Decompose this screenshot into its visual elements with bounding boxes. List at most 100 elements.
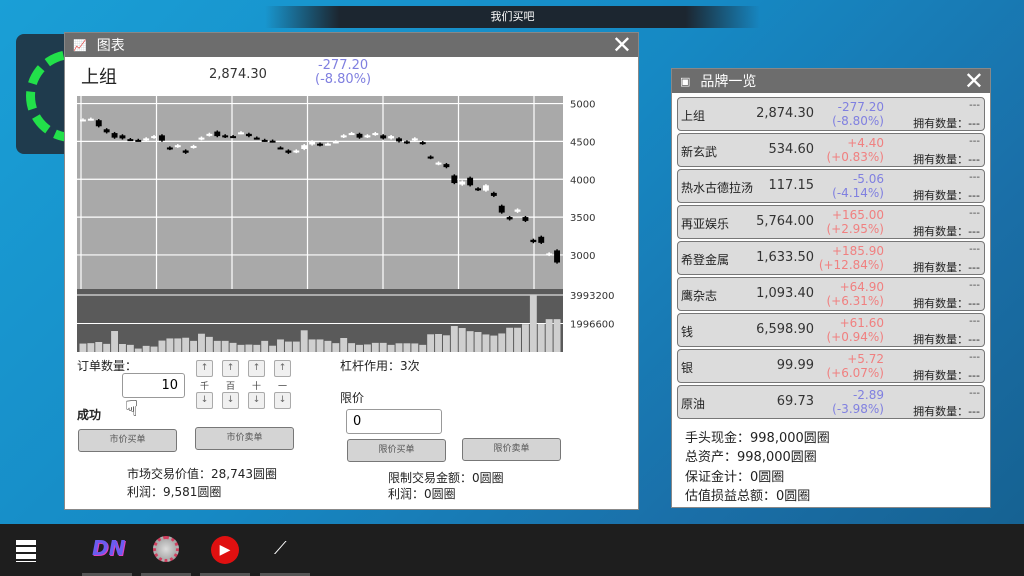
volume-bar <box>229 342 237 352</box>
limit-price-input[interactable]: 0 <box>346 409 442 434</box>
stock-row[interactable]: 再亚娱乐 5,764.00 +165.00 (+2.95%) --- 拥有数量：-… <box>677 205 985 239</box>
volume-bar <box>292 341 300 352</box>
volume-bar <box>79 343 87 352</box>
candle-body <box>135 139 142 142</box>
stock-row[interactable]: 希登金属 1,633.50 +185.90 (+12.84%) --- 拥有数量：… <box>677 241 985 275</box>
stock-chart-icon[interactable]: ⟋ <box>260 534 310 576</box>
change-value: +61.60 <box>839 316 884 330</box>
volume-bar <box>395 343 403 352</box>
owned-top: --- <box>969 316 980 327</box>
play-video-icon[interactable]: ▶ <box>200 534 250 576</box>
stock-row[interactable]: 钱 6,598.90 +61.60 (+0.94%) --- 拥有数量：--- <box>677 313 985 347</box>
change-value: +165.00 <box>831 208 884 222</box>
volume-bar <box>553 319 561 352</box>
gear-app-icon[interactable] <box>141 534 191 576</box>
stock-list-window: ▣ 品牌一览 ✕ 上组 2,874.30 -277.20 (-8.80%) ---… <box>671 68 991 508</box>
volume-bar <box>237 344 245 352</box>
increment-button[interactable]: ↑ <box>248 360 265 377</box>
candle-body <box>253 137 260 140</box>
candle-body <box>80 119 86 122</box>
volume-bar <box>205 336 213 352</box>
increment-button[interactable]: ↑ <box>222 360 239 377</box>
volume-bar <box>450 326 458 352</box>
stock-name: 鹰杂志 <box>681 289 718 303</box>
total-assets: 总资产：998,000圆圈 <box>685 450 817 465</box>
stock-change: +4.40 (+0.83%) <box>826 136 884 164</box>
volume-bar <box>316 339 324 352</box>
volume-bar <box>284 341 292 352</box>
volume-bar <box>87 343 95 352</box>
change-percent: (+0.83%) <box>826 150 884 164</box>
market-profit: 利润：9,581圆圈 <box>127 485 222 499</box>
stock-name: 再亚娱乐 <box>681 217 730 231</box>
candle-body <box>419 142 426 145</box>
stock-row[interactable]: 原油 69.73 -2.89 (-3.98%) --- 拥有数量：--- <box>677 385 985 419</box>
market-trade-value: 市场交易价值：28,743圆圈 <box>127 467 277 481</box>
owned-top: --- <box>969 244 980 255</box>
stock-change: +165.00 (+2.95%) <box>826 208 884 236</box>
candle-body <box>190 145 197 148</box>
candle-body <box>111 133 118 138</box>
candle-body <box>198 137 205 140</box>
stock-price: 2,874.30 <box>756 106 814 121</box>
market-sell-button[interactable]: 市价卖单 <box>195 427 294 450</box>
candle-body <box>380 135 387 139</box>
volume-bar <box>435 334 442 352</box>
decrement-button[interactable]: ↓ <box>222 392 239 409</box>
owned-quantity: 拥有数量：--- <box>913 261 980 274</box>
decrement-button[interactable]: ↓ <box>196 392 213 409</box>
owned-top: --- <box>969 208 980 219</box>
candle-body <box>285 150 292 153</box>
change-percent: (+6.31%) <box>826 294 884 308</box>
decrement-button[interactable]: ↓ <box>248 392 265 409</box>
stock-row[interactable]: 上组 2,874.30 -277.20 (-8.80%) --- 拥有数量：--- <box>677 97 985 131</box>
stock-name: 钱 <box>681 325 694 339</box>
chart-window-titlebar[interactable]: 📈 图表 ✕ <box>65 33 638 57</box>
owned-quantity: 拥有数量：--- <box>913 297 980 310</box>
stock-change: +64.90 (+6.31%) <box>826 280 884 308</box>
market-buy-button[interactable]: 市价买单 <box>78 429 177 452</box>
line-chart-icon: 📈 <box>73 38 87 52</box>
stock-name: 上组 <box>681 109 706 123</box>
price-tick-label: 3000 <box>570 251 595 262</box>
order-qty-input[interactable]: 10 <box>122 373 185 398</box>
stock-change: +61.60 (+0.94%) <box>826 316 884 344</box>
change-value: -5.06 <box>852 172 884 186</box>
stock-row[interactable]: 热水古德拉汤 117.15 -5.06 (-4.14%) --- 拥有数量：--- <box>677 169 985 203</box>
limit-sell-button[interactable]: 限价卖单 <box>462 438 561 461</box>
owned-quantity: 拥有数量：--- <box>913 225 980 238</box>
increment-button[interactable]: ↑ <box>274 360 291 377</box>
dn-app-icon[interactable]: DN <box>82 534 132 576</box>
close-icon[interactable]: ✕ <box>963 67 984 95</box>
stock-row[interactable]: 银 99.99 +5.72 (+6.07%) --- 拥有数量：--- <box>677 349 985 383</box>
chart-window-title: 图表 <box>96 38 125 54</box>
candle-body <box>332 141 339 144</box>
increment-button[interactable]: ↑ <box>196 360 213 377</box>
owned-top: --- <box>969 388 980 399</box>
owned-top: --- <box>969 100 980 111</box>
stock-list-titlebar[interactable]: ▣ 品牌一览 ✕ <box>672 69 990 93</box>
candle-body <box>230 136 237 139</box>
candle-body <box>277 147 284 150</box>
close-icon[interactable]: ✕ <box>611 31 632 59</box>
stock-price: 99.99 <box>776 358 814 373</box>
candle-body <box>340 135 347 138</box>
change-percent: (+2.95%) <box>826 222 884 236</box>
limit-buy-button[interactable]: 限价买单 <box>347 439 446 462</box>
candle-body <box>443 164 450 168</box>
price-tick-label: 4500 <box>570 137 595 148</box>
stock-row[interactable]: 新玄武 534.60 +4.40 (+0.83%) --- 拥有数量：--- <box>677 133 985 167</box>
start-menu-icon[interactable] <box>8 534 48 576</box>
candle-body <box>411 138 418 141</box>
decrement-button[interactable]: ↓ <box>274 392 291 409</box>
stock-row[interactable]: 鹰杂志 1,093.40 +64.90 (+6.31%) --- 拥有数量：--- <box>677 277 985 311</box>
volume-bar <box>379 342 387 352</box>
stock-price: 534.60 <box>768 142 815 157</box>
candle-body <box>174 145 181 148</box>
volume-bar <box>427 334 435 352</box>
change-percent: (-8.80%) <box>315 72 372 87</box>
candle-body <box>554 250 560 263</box>
stock-name: 新玄武 <box>681 145 718 159</box>
owned-quantity: 拥有数量：--- <box>913 153 980 166</box>
candlestick-chart: 5000 4500 4000 3500 3000 3993200 1996600 <box>77 96 615 352</box>
